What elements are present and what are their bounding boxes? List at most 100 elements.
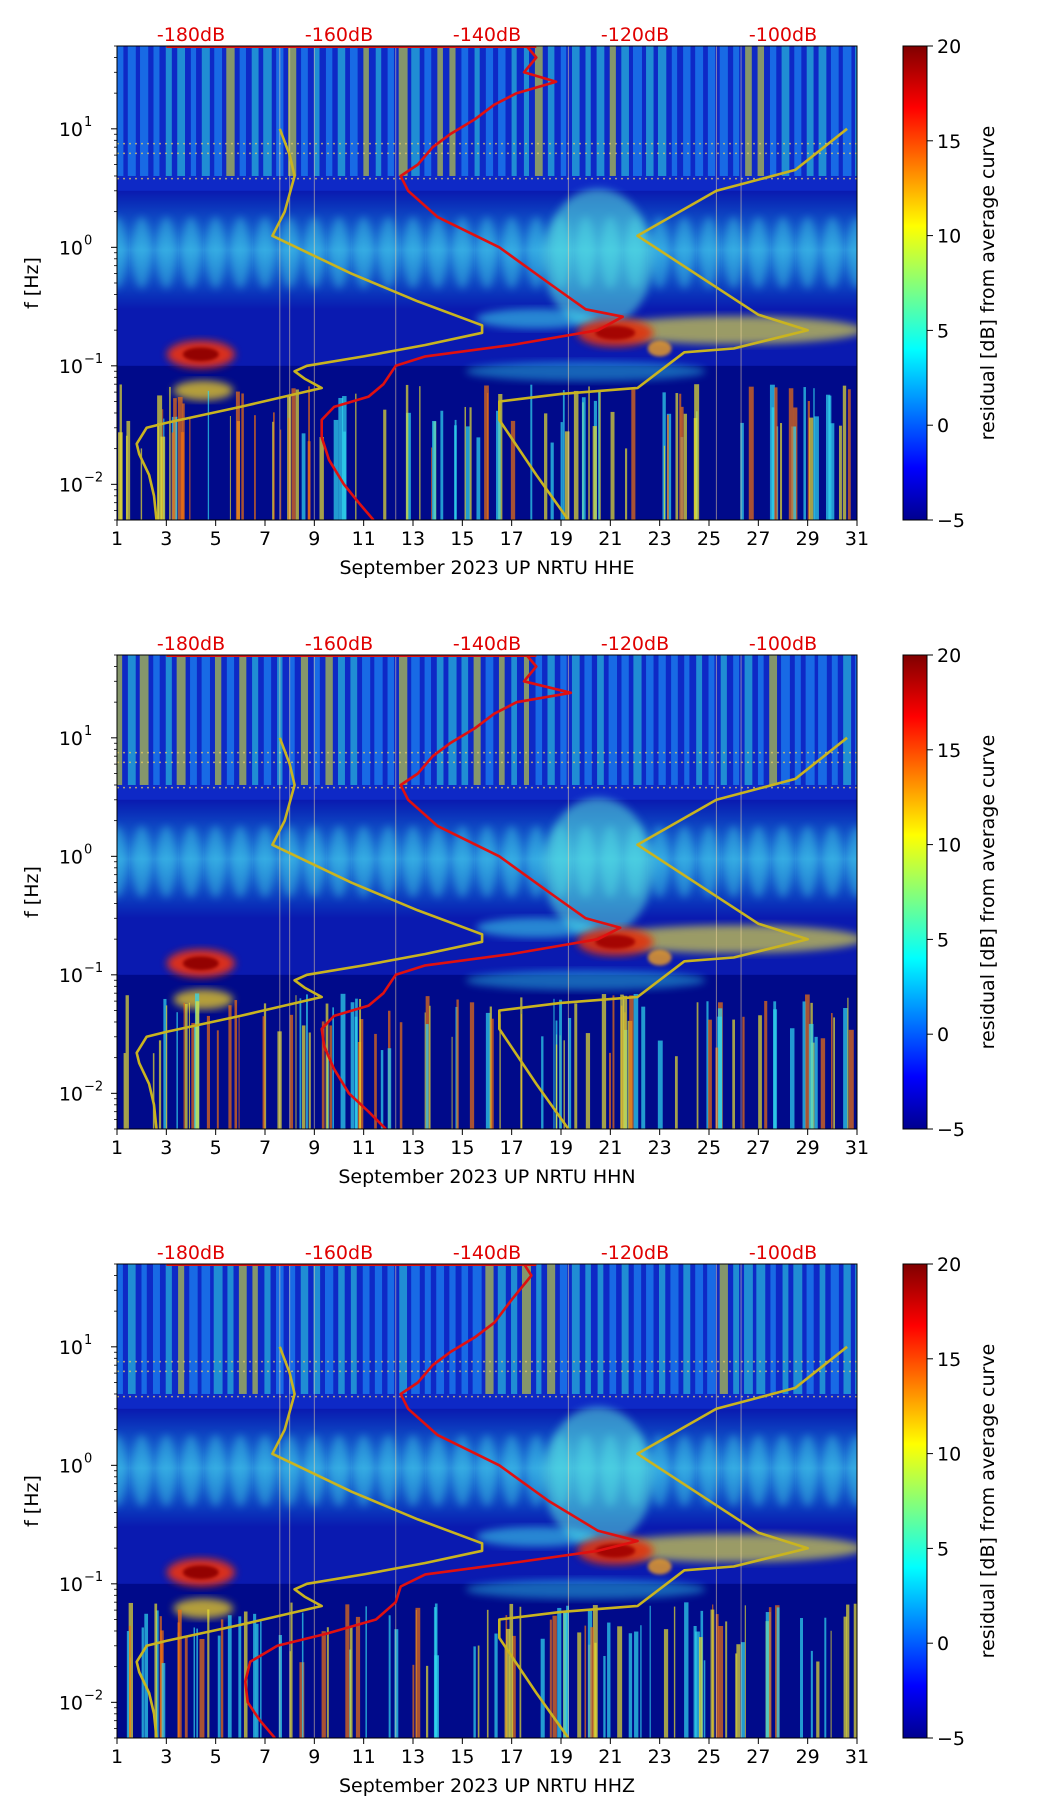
microseism-streak [231,825,250,898]
microseism-streak [256,825,274,898]
transient-spike [808,1023,814,1129]
daily-noise-stripe [547,1264,556,1394]
transient-spike [494,1633,498,1738]
daily-noise-stripe [842,46,852,176]
transient-spike [610,411,615,520]
transient-spike [623,995,628,1129]
microseism-streak [478,216,496,289]
transient-spike [193,1627,196,1738]
x-tick-label: 31 [845,1746,869,1768]
transient-spike [640,1625,642,1738]
daily-noise-stripe [560,46,567,176]
transient-spike [295,389,299,520]
transient-spike [227,1615,232,1738]
transient-spike [541,1036,544,1129]
daily-noise-stripe [449,46,456,176]
transient-spike [776,1607,780,1738]
microseism-streak [117,216,126,289]
colorbar-tick-label: 20 [937,645,961,667]
transient-spike [388,1615,391,1738]
microseism-streak [428,1434,447,1507]
microseism-streak [823,216,842,289]
daily-noise-stripe [165,1264,172,1394]
hot-spot [182,956,219,971]
microseism-streak [256,216,274,289]
hot-spot [595,325,636,340]
transient-spike [633,993,639,1129]
transient-spike [601,994,607,1129]
x-tick-label: 9 [308,528,320,550]
transient-spike [568,1017,572,1129]
transient-spike [169,386,171,520]
transient-spike [673,1606,676,1738]
transient-spike [706,1001,709,1129]
microseism-streak [157,216,176,289]
microseism-streak [354,1434,373,1507]
x-tick-label: 27 [746,1137,770,1159]
microseism-streak [774,825,792,898]
microseism-streak [502,1434,521,1507]
transient-spike [419,386,421,520]
microseism-streak [354,825,373,898]
microseism-streak [724,216,743,289]
transient-spike [171,432,175,520]
microseism-streak [453,216,472,289]
transient-spike [154,1603,158,1738]
transient-spike [321,1631,326,1738]
daily-noise-stripe [189,1264,198,1394]
db-scale-label: -140dB [453,1242,521,1264]
transient-spike [625,448,628,520]
microseism-streak [330,1434,348,1507]
psd-curve [135,1346,484,1738]
transient-spike [189,417,191,520]
y-tick-label: 10 [59,846,83,868]
daily-noise-stripe [596,46,605,176]
daily-noise-stripe [214,655,222,785]
daily-noise-stripe [794,655,801,785]
spectrogram-image [117,46,857,520]
transient-spike [612,995,615,1129]
transient-spike [590,1627,594,1738]
x-tick-label: 23 [648,1746,672,1768]
transient-spike [847,389,851,520]
transient-spike [355,393,357,520]
daily-noise-stripe [363,46,369,176]
transient-spike [696,1002,699,1129]
psd-curve [135,128,484,520]
transient-spike [349,1626,353,1738]
transient-spike [694,384,700,520]
transient-spike [295,995,297,1129]
db-scale-label: -140dB [453,24,521,46]
daily-noise-stripe [300,1264,309,1394]
daily-noise-stripe [399,1264,408,1394]
daily-noise-stripe [325,655,333,785]
transient-spike [434,1655,439,1738]
transient-spike [359,1019,364,1129]
daily-noise-stripe [585,46,591,176]
transient-spike [629,995,634,1129]
transient-spike [394,1629,399,1738]
transient-spike [301,433,306,520]
psd-curve [497,736,848,1129]
transient-spike [487,392,489,520]
daily-noise-stripe [633,1264,642,1394]
daily-noise-stripe [521,1264,531,1394]
colorbar-tick-label: −5 [937,1119,965,1141]
secondary-microseism-band [603,1534,857,1563]
transient-spike [126,420,131,520]
daily-noise-stripe [411,1264,420,1394]
transient-spike [833,1017,835,1129]
transient-spike [217,1635,221,1738]
transient-spike [581,397,586,520]
transient-spike [469,1002,475,1129]
daily-noise-stripe [855,1264,857,1394]
daily-noise-stripe [177,46,186,176]
daily-noise-stripe [226,655,235,785]
daily-noise-stripe [325,46,333,176]
microseism-streak [453,825,472,898]
transient-spike [451,1036,453,1129]
transient-spike [564,431,570,520]
transient-spike [584,1625,587,1738]
transient-spike [512,1635,516,1738]
